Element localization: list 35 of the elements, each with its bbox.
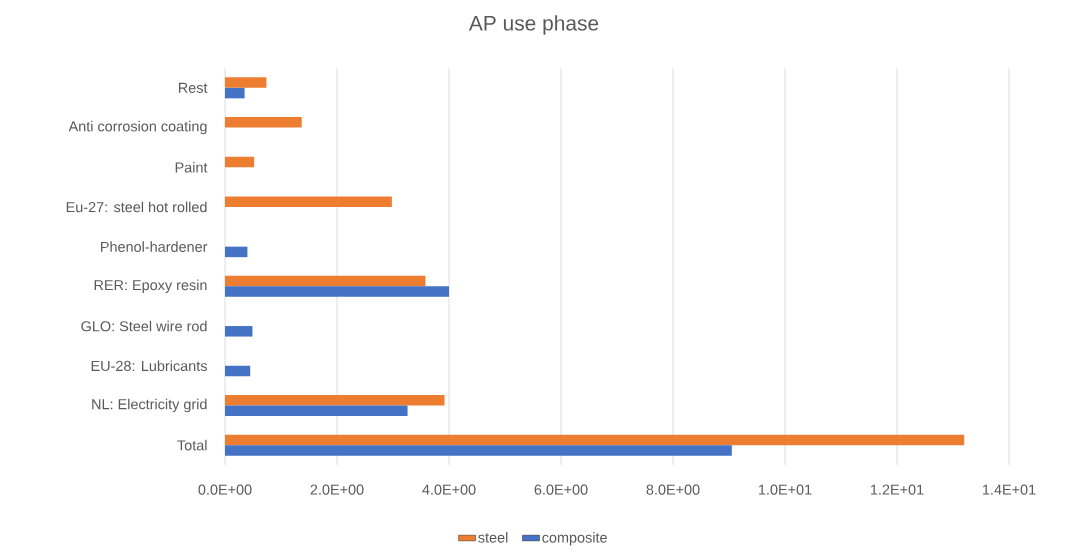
y-tick-label: Rest — [178, 82, 208, 93]
bar — [225, 196, 392, 207]
bar — [225, 445, 732, 456]
legend-label: steel — [478, 532, 508, 543]
legend-label: composite — [542, 532, 607, 546]
bar — [225, 394, 445, 406]
x-tick-label: 4.0E+00 — [422, 484, 476, 495]
y-tick-label: Phenol-hardener — [101, 241, 208, 252]
y-tick-label: Total — [177, 439, 207, 451]
x-tick-label: 0.0E+00 — [198, 484, 252, 495]
bar — [225, 77, 267, 88]
y-tick-label: Anti corrosion coating — [68, 120, 207, 135]
bar — [225, 246, 248, 258]
y-tick-label: GLO: Steel wire rod — [81, 320, 207, 332]
y-tick-label: RER: Epoxy resin — [94, 279, 207, 294]
x-tick-label: 2.0E+00 — [310, 484, 364, 495]
bar — [225, 286, 449, 297]
bar — [225, 156, 255, 168]
bar — [225, 117, 302, 128]
x-tick-label: 1.4E+01 — [982, 484, 1036, 495]
bar — [225, 365, 251, 377]
bar — [225, 326, 253, 337]
y-tick-label: Eu-27: steel hot rolled — [66, 201, 207, 213]
bar — [225, 434, 965, 446]
y-tick-label: EU-28: Lubricants — [91, 360, 207, 372]
y-tick-label: NL: Electricity grid — [92, 398, 207, 413]
x-tick-label: 6.0E+00 — [534, 484, 588, 495]
bar — [225, 275, 426, 287]
chart-title: AP use phase — [468, 15, 599, 35]
x-tick-label: 8.0E+00 — [646, 484, 700, 495]
bar — [225, 87, 245, 99]
x-tick-label: 1.0E+01 — [758, 484, 812, 495]
bar — [225, 405, 408, 416]
x-tick-label: 1.2E+01 — [870, 484, 924, 495]
y-tick-label: Paint — [175, 161, 208, 173]
